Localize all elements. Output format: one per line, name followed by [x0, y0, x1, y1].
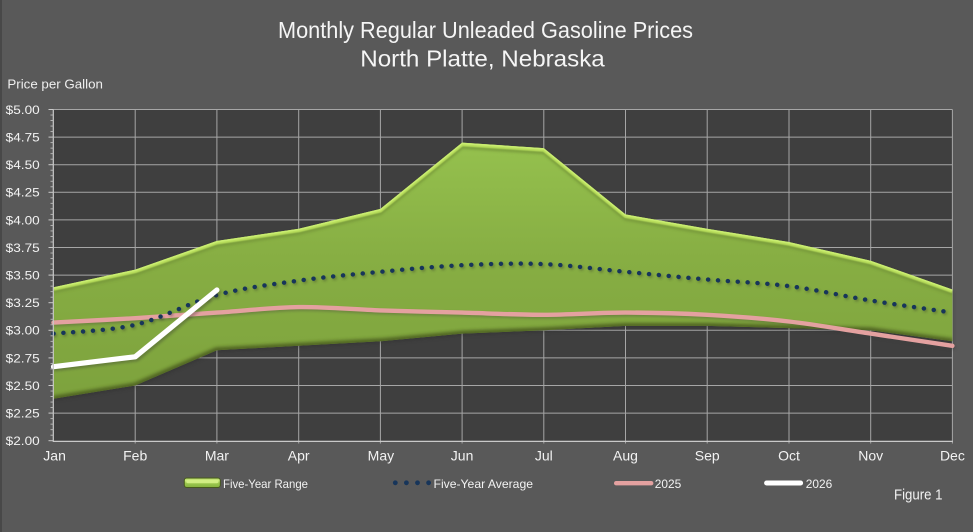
svg-text:$2.00: $2.00: [6, 434, 40, 448]
svg-text:Feb: Feb: [123, 448, 147, 464]
svg-text:May: May: [368, 448, 394, 464]
svg-text:2025: 2025: [655, 477, 682, 491]
svg-text:Sep: Sep: [695, 448, 720, 464]
svg-text:Jun: Jun: [451, 448, 474, 464]
svg-text:$4.75: $4.75: [6, 131, 40, 145]
svg-text:Five-Year Average: Five-Year Average: [434, 477, 534, 491]
svg-text:$4.50: $4.50: [6, 158, 40, 172]
svg-text:Mar: Mar: [205, 448, 229, 464]
svg-text:$2.75: $2.75: [6, 351, 40, 365]
svg-text:$3.25: $3.25: [6, 296, 40, 310]
svg-text:Jul: Jul: [535, 448, 553, 464]
svg-text:$3.50: $3.50: [6, 269, 40, 283]
svg-text:$5.00: $5.00: [6, 103, 40, 117]
svg-text:$3.75: $3.75: [6, 241, 40, 255]
svg-text:$2.25: $2.25: [6, 407, 40, 421]
svg-text:Aug: Aug: [613, 448, 638, 464]
svg-text:North Platte, Nebraska: North Platte, Nebraska: [360, 45, 605, 71]
svg-text:$3.00: $3.00: [6, 324, 40, 338]
svg-text:$2.50: $2.50: [6, 379, 40, 393]
svg-text:Price per Gallon: Price per Gallon: [7, 77, 103, 91]
svg-text:Figure 1: Figure 1: [894, 487, 943, 504]
svg-text:Monthly Regular Unleaded Gasol: Monthly Regular Unleaded Gasoline Prices: [278, 17, 693, 43]
svg-text:Nov: Nov: [858, 448, 883, 464]
svg-text:Five-Year Range: Five-Year Range: [223, 477, 308, 491]
svg-text:Apr: Apr: [288, 448, 310, 464]
svg-text:$4.25: $4.25: [6, 186, 40, 200]
svg-text:$4.00: $4.00: [6, 213, 40, 227]
svg-text:Jan: Jan: [43, 448, 66, 464]
svg-text:Oct: Oct: [778, 448, 800, 464]
svg-text:2026: 2026: [806, 477, 833, 491]
svg-text:Dec: Dec: [940, 448, 965, 464]
